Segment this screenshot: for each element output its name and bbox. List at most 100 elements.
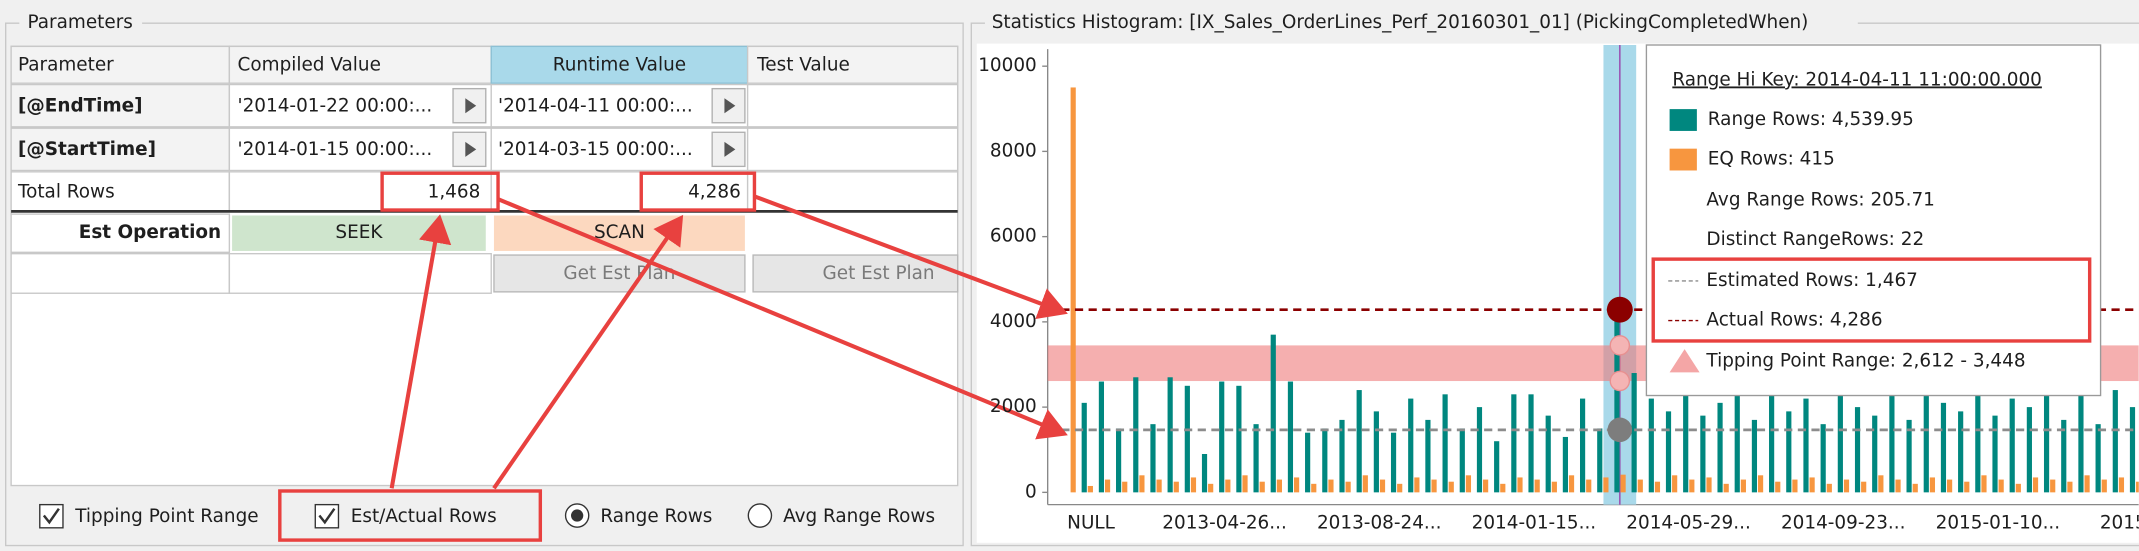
bar <box>1631 373 1637 493</box>
scan-cell <box>493 215 745 251</box>
total-rows-runtime: 4,286 <box>688 181 741 202</box>
bar <box>1305 432 1311 493</box>
cell <box>228 83 492 128</box>
bar <box>1843 479 1850 493</box>
bar <box>1517 477 1523 493</box>
bar <box>1992 415 1998 493</box>
bar <box>1225 479 1231 493</box>
bar <box>1706 477 1712 493</box>
bar <box>2043 385 2050 493</box>
compiled-value: '2014-01-15 00:00:... <box>238 139 433 160</box>
tooltip-item: Actual Rows: 4,286 <box>1706 310 1882 331</box>
compiled-value: '2014-01-22 00:00:... <box>238 95 433 116</box>
annotation <box>389 214 452 489</box>
bar <box>1803 398 1809 493</box>
bar <box>1070 87 1076 493</box>
bar <box>1740 479 1746 493</box>
bar <box>1854 407 1861 493</box>
bar <box>1534 479 1540 493</box>
bar <box>1362 475 1368 493</box>
bar <box>1947 479 1953 493</box>
bar <box>1259 481 1265 493</box>
bar <box>2061 419 2067 493</box>
bar <box>1906 419 1912 493</box>
est-operation-label: Est Operation <box>79 222 221 243</box>
bar <box>1603 477 1609 493</box>
bar <box>1895 479 1901 493</box>
bar <box>1551 481 1557 493</box>
bar <box>1431 479 1437 493</box>
bar <box>1236 385 1242 493</box>
bar <box>1545 415 1551 493</box>
bar <box>2136 481 2139 493</box>
bar <box>2112 390 2118 493</box>
header: Test Value <box>756 54 850 75</box>
bar <box>1397 483 1403 493</box>
bar <box>1208 483 1214 493</box>
param-row: [@StartTime] '2014-01-15 00:00:... '2014… <box>10 127 959 172</box>
annotation <box>278 489 543 542</box>
bar <box>2084 475 2090 493</box>
bar <box>1872 415 1878 493</box>
legend-swatch <box>1669 109 1697 131</box>
group-frame <box>5 22 964 547</box>
bar <box>1717 402 1723 493</box>
cell <box>228 252 492 294</box>
bar <box>1597 428 1603 493</box>
tooltip-item: Avg Range Rows: 205.71 <box>1706 189 1934 210</box>
group-title-bg <box>984 10 1858 36</box>
bar <box>2067 481 2073 493</box>
bar <box>1087 485 1093 493</box>
bar <box>2101 479 2107 493</box>
bar <box>1122 481 1128 493</box>
bar <box>1940 402 1947 493</box>
radio-label: Avg Range Rows <box>783 506 935 527</box>
bar <box>1190 477 1197 493</box>
tooltip-item: Distinct RangeRows: 22 <box>1706 229 1924 250</box>
bar <box>1133 377 1139 493</box>
y-tick-label: 8000 <box>990 140 1037 161</box>
bar <box>1270 334 1276 493</box>
bar <box>1253 424 1259 493</box>
cell <box>490 171 749 213</box>
x-tick-label: NULL <box>1067 513 1115 534</box>
annotation <box>492 214 684 490</box>
bar <box>2032 477 2039 493</box>
radio-label: Range Rows <box>600 506 712 527</box>
cell <box>490 83 749 128</box>
tooltip-item: Tipping Point Range: 2,612 - 3,448 <box>1705 350 2025 371</box>
bar <box>1173 481 1179 493</box>
bar <box>1568 475 1575 493</box>
bar <box>1339 419 1345 493</box>
annotation <box>380 171 500 212</box>
chart-title: Statistics Histogram: [IX_Sales_OrderLin… <box>992 12 1809 33</box>
bar <box>1672 475 1678 493</box>
bar <box>1408 398 1414 493</box>
x-tick-label: 2014-01-15... <box>1472 513 1597 534</box>
bar <box>1562 436 1568 493</box>
bar <box>1390 432 1397 493</box>
bar <box>2050 479 2056 493</box>
bar <box>1665 411 1672 493</box>
y-tick-label: 6000 <box>990 226 1037 247</box>
radio[interactable] <box>747 503 773 528</box>
bar <box>1150 424 1156 493</box>
bar <box>1929 477 1936 493</box>
bar <box>1448 481 1454 493</box>
bar <box>1311 483 1317 493</box>
x-tick-label: 2015-01-10... <box>1936 513 2061 534</box>
bar <box>1156 479 1162 493</box>
bar <box>1700 415 1706 493</box>
bar <box>1276 479 1282 493</box>
cell <box>228 127 492 172</box>
bar <box>1500 483 1506 493</box>
bar <box>1184 385 1190 493</box>
x-tick-label: 2014-05-29... <box>1626 513 1751 534</box>
tooltip-item: EQ Rows: 415 <box>1708 149 1835 170</box>
bar <box>2026 407 2032 493</box>
cell <box>228 171 492 213</box>
legend-triangle <box>1669 349 1700 373</box>
bar <box>1912 483 1918 493</box>
bar <box>1889 394 1895 493</box>
